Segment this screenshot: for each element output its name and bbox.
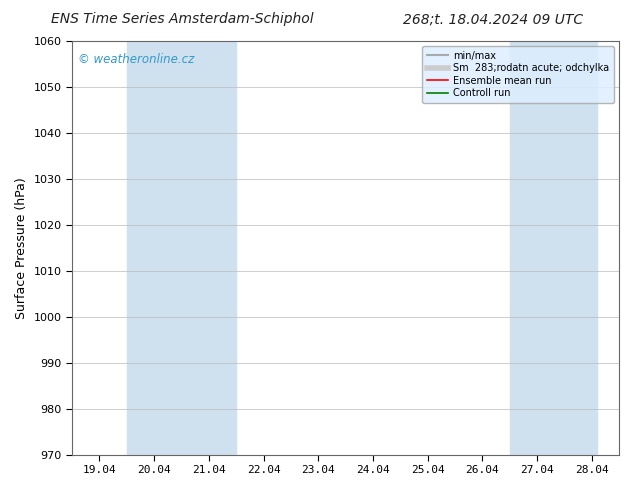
Text: ENS Time Series Amsterdam-Schiphol: ENS Time Series Amsterdam-Schiphol [51, 12, 313, 26]
Bar [510, 41, 597, 455]
Text: © weatheronline.cz: © weatheronline.cz [77, 53, 194, 67]
Legend: min/max, Sm  283;rodatn acute; odchylka, Ensemble mean run, Controll run: min/max, Sm 283;rodatn acute; odchylka, … [422, 46, 614, 103]
Text: 268;t. 18.04.2024 09 UTC: 268;t. 18.04.2024 09 UTC [403, 12, 583, 26]
Y-axis label: Surface Pressure (hPa): Surface Pressure (hPa) [15, 177, 28, 318]
Bar [127, 41, 236, 455]
